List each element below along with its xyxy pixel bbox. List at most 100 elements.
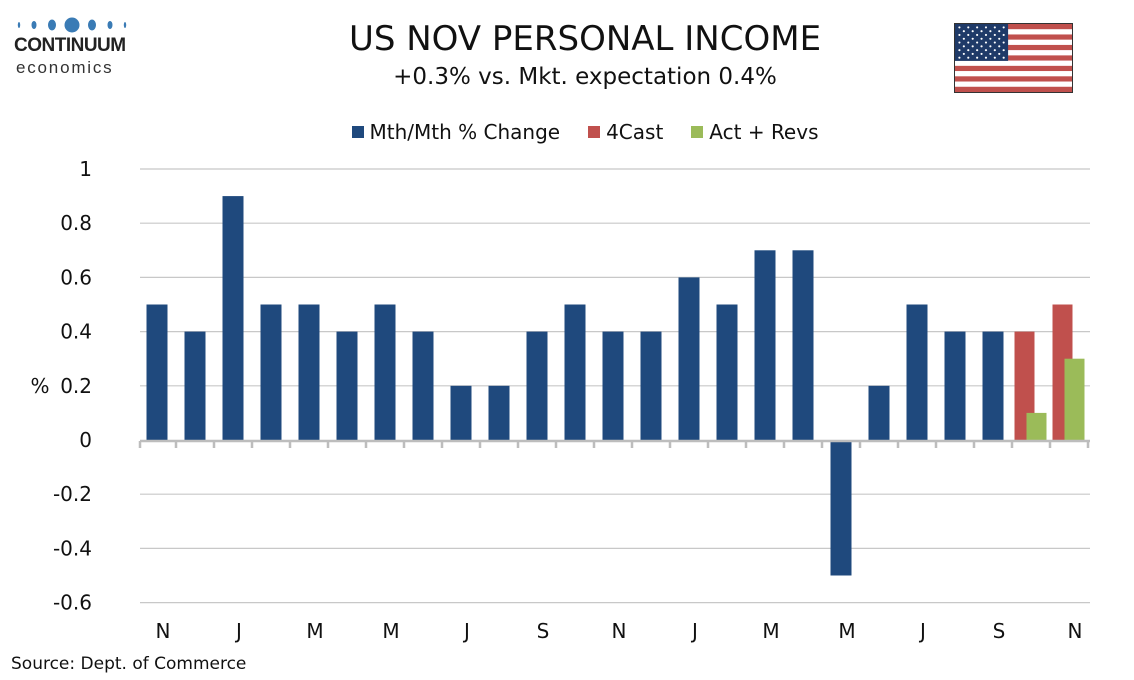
flag-stripe [955, 76, 1072, 82]
flag-star [976, 33, 979, 37]
flag-star [993, 49, 996, 52]
flag-star [989, 30, 992, 33]
flag-stripe [955, 24, 1072, 30]
bar-mth-7 [412, 331, 434, 440]
flag-star [962, 45, 965, 48]
flag-star [976, 41, 979, 44]
bar-act-23 [1026, 412, 1047, 440]
flag-star [958, 49, 961, 52]
x-tick-label: J [462, 619, 470, 643]
y-tick-label: -0.2 [53, 482, 92, 506]
flag-stripe [955, 60, 1072, 67]
flag-star [984, 33, 988, 37]
flag-stripe [955, 34, 1072, 40]
flag-star [962, 37, 965, 40]
flag-star [967, 49, 970, 52]
flag-stripe [955, 55, 1072, 61]
y-tick-label: 0.6 [60, 265, 92, 289]
chart-title: US NOV PERSONAL INCOME [348, 19, 822, 59]
legend-label-act: Act + Revs [709, 120, 819, 144]
legend-label-4cast: 4Cast [606, 120, 664, 144]
x-tick-label: N [156, 619, 171, 643]
flag-star [962, 52, 965, 55]
flag-star [984, 56, 988, 59]
flag-star [958, 26, 961, 29]
x-tick-label: M [306, 619, 323, 643]
flag-star [993, 56, 996, 59]
legend-item-4cast: 4Cast [588, 118, 663, 146]
bar-mth-9 [488, 385, 510, 440]
flag-star [976, 56, 979, 59]
flag-star [971, 37, 974, 40]
source-note: Source: Dept. of Commerce [11, 654, 247, 674]
y-axis-label: % [30, 374, 49, 398]
flag-star [980, 30, 983, 33]
flag-star [967, 26, 970, 29]
flag-star [993, 26, 996, 29]
flag-star [984, 41, 988, 44]
bar-mth-17 [792, 250, 814, 440]
flag-star [976, 49, 979, 52]
flag-star [980, 52, 983, 55]
legend-swatch-act [691, 126, 704, 138]
bar-mth-12 [602, 331, 624, 440]
y-tick-label: -0.6 [53, 591, 92, 615]
us-flag-icon [954, 23, 1073, 93]
flag-star [1002, 26, 1005, 29]
flag-star [980, 45, 983, 48]
x-tick-label: M [838, 619, 855, 643]
flag-star [958, 33, 961, 37]
flag-star [989, 52, 992, 55]
flag-star [989, 45, 992, 48]
bar-mth-4 [298, 304, 320, 440]
flag-star [1002, 49, 1005, 52]
flag-star [971, 30, 974, 33]
flag-star [958, 56, 961, 59]
chart-legend: Mth/Mth % Change 4Cast Act + Revs [250, 118, 920, 146]
flag-star [998, 45, 1001, 48]
flag-star [998, 52, 1001, 55]
x-tick-label: J [234, 619, 242, 643]
x-tick-label: M [762, 619, 779, 643]
flag-star [984, 26, 988, 29]
continuum-logo: CONTINUUM economics [14, 16, 138, 78]
flag-stripe [955, 86, 1072, 92]
bar-mth-14 [678, 277, 700, 440]
flag-star [967, 56, 970, 59]
x-tick-label: N [1068, 619, 1083, 643]
flag-stripe [955, 71, 1072, 77]
flag-star [967, 33, 970, 37]
flag-star [993, 41, 996, 44]
flag-star [989, 37, 992, 40]
bar-mth-2 [222, 196, 244, 440]
y-tick-label: 0.2 [60, 374, 92, 398]
bar-mth-8 [450, 385, 472, 440]
bar-mth-19 [868, 385, 890, 440]
bar-mth-5 [336, 331, 358, 440]
flag-stripe [955, 39, 1072, 46]
bar-mth-22 [982, 331, 1004, 440]
legend-label-mth: Mth/Mth % Change [369, 120, 561, 144]
flag-star [971, 45, 974, 48]
legend-swatch-4cast [588, 126, 601, 138]
bar-mth-1 [184, 331, 206, 440]
bar-mth-18 [830, 440, 852, 576]
x-tick-label: N [612, 619, 627, 643]
flag-star [980, 37, 983, 40]
flag-star [976, 26, 979, 29]
flag-stripe [955, 44, 1072, 51]
bar-mth-11 [564, 304, 586, 440]
legend-swatch-mth [351, 126, 364, 138]
y-tick-label: 0.8 [60, 211, 92, 235]
bar-mth-15 [716, 304, 738, 440]
flag-stripe [955, 65, 1072, 72]
bar-mth-13 [640, 331, 662, 440]
flag-star [1002, 41, 1005, 44]
chart-subtitle: +0.3% vs. Mkt. expectation 0.4% [393, 64, 777, 90]
bar-mth-0 [146, 304, 168, 440]
flag-stripe [955, 81, 1072, 87]
bar-act-24 [1064, 358, 1085, 440]
flag-star [1002, 56, 1005, 59]
flag-star [962, 30, 965, 33]
bar-mth-10 [526, 331, 548, 440]
